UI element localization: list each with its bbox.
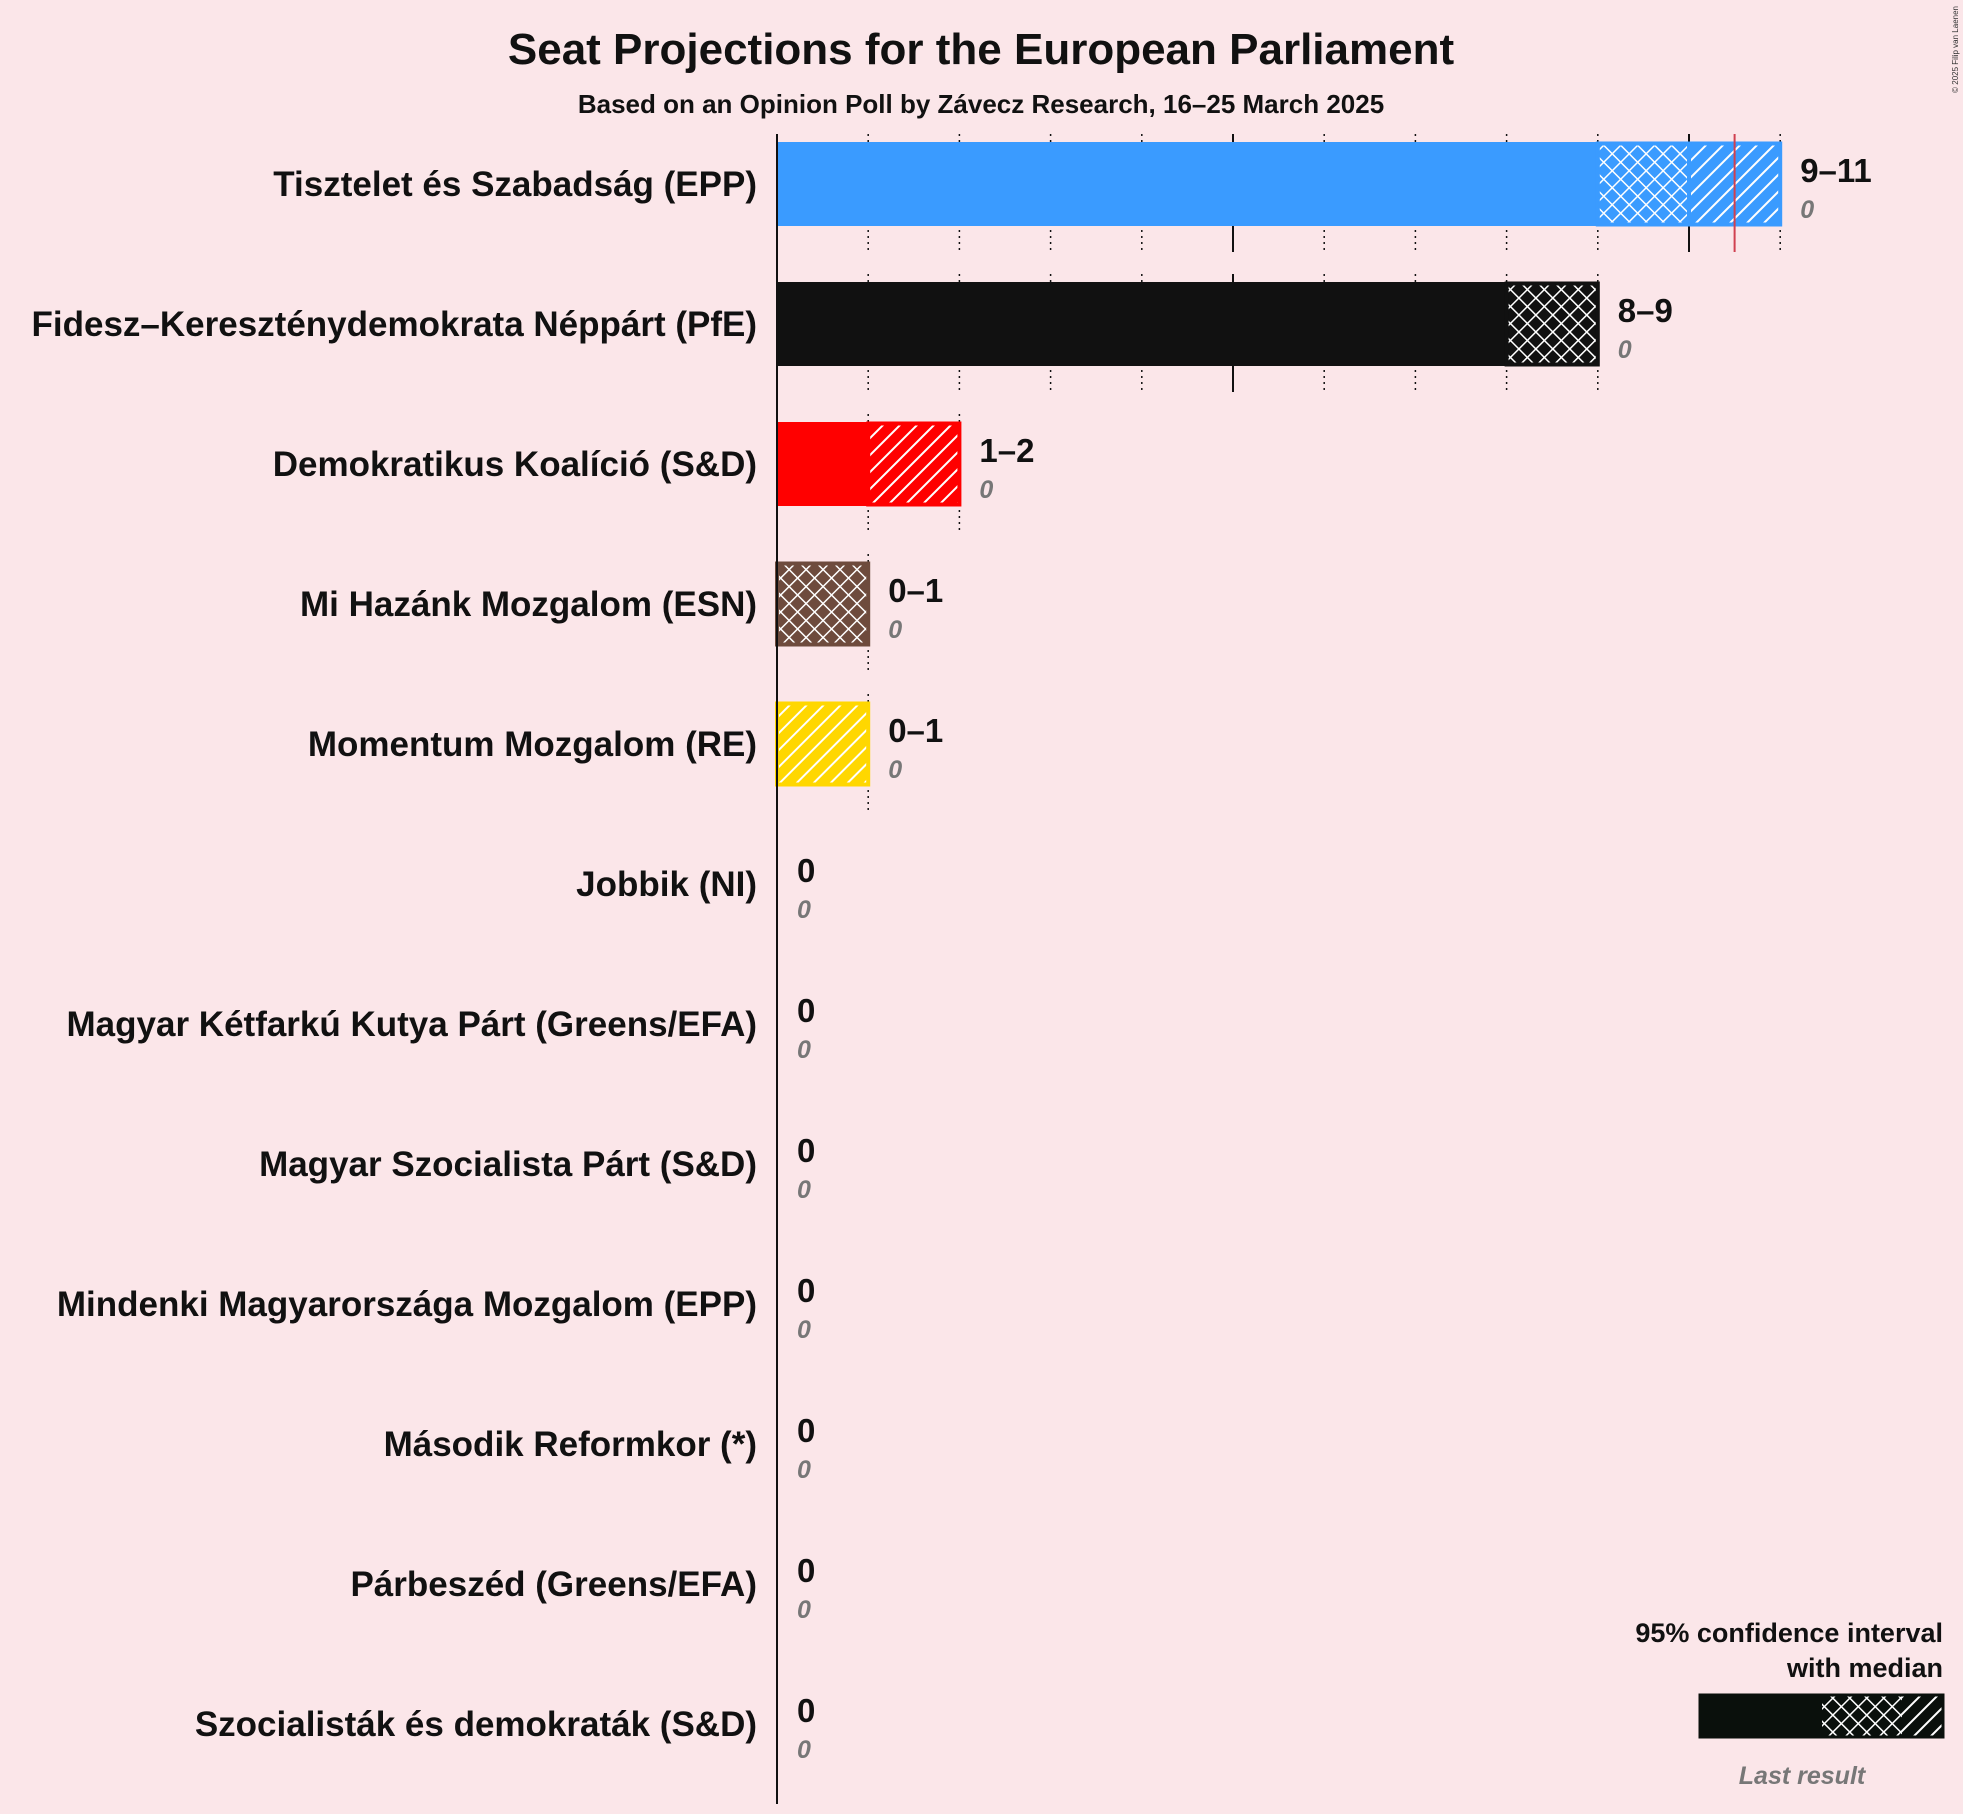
bar-ci-outline [1504,281,1600,367]
seat-range-label: 8–9 [1618,292,1673,329]
party-row: Magyar Szocialista Párt (S&D) 0 0 [259,1132,815,1204]
legend: 95% confidence interval with median Last… [1635,1618,1945,1790]
seat-range-label: 0–1 [888,572,943,609]
copyright: © 2025 Filip van Laenen [1951,6,1960,93]
party-row: Második Reformkor (*) 0 0 [384,1412,816,1484]
grid [867,134,1781,812]
party-row: Momentum Mozgalom (RE) 0–1 0 [308,701,943,787]
party-label: Magyar Kétfarkú Kutya Párt (Greens/EFA) [67,1005,757,1044]
seat-range-label: 0 [797,1272,815,1309]
seat-range-label: 1–2 [979,432,1034,469]
party-row: Fidesz–Kereszténydemokrata Néppárt (PfE)… [32,281,1673,367]
party-label: Fidesz–Kereszténydemokrata Néppárt (PfE) [32,305,758,344]
party-label: Tisztelet és Szabadság (EPP) [273,165,757,204]
party-row: Szocialisták és demokraták (S&D) 0 0 [195,1692,816,1764]
last-result-label: 0 [888,616,902,644]
bar-ci-outline [866,421,962,507]
party-row: Tisztelet és Szabadság (EPP) 9–11 0 [273,141,1872,227]
last-result-label: 0 [797,1176,811,1204]
legend-line-1: 95% confidence interval [1635,1618,1943,1648]
last-result-label: 0 [1800,196,1814,224]
party-row: Demokratikus Koalíció (S&D) 1–2 0 [273,421,1034,507]
last-result-label: 0 [797,1596,811,1624]
last-result-label: 0 [797,1316,811,1344]
party-row: Jobbik (NI) 0 0 [576,852,815,924]
seat-range-label: 0 [797,992,815,1029]
seat-range-label: 0 [797,1552,815,1589]
last-result-label: 0 [797,1036,811,1064]
bar-solid [777,142,1598,226]
bar-solid [777,282,1507,366]
rows: Tisztelet és Szabadság (EPP) 9–110Fidesz–… [32,134,1872,1764]
party-label: Mi Hazánk Mozgalom (ESN) [300,585,757,624]
party-label: Mindenki Magyarországa Mozgalom (EPP) [57,1285,757,1324]
last-result-label: 0 [888,756,902,784]
last-result-label: 0 [797,1456,811,1484]
bar-solid [777,422,869,506]
seat-range-label: 0–1 [888,712,943,749]
party-row: Mi Hazánk Mozgalom (ESN) 0–1 0 [300,561,943,647]
chart-title: Seat Projections for the European Parlia… [508,25,1455,74]
last-result-label: 0 [979,476,993,504]
last-result-label: 0 [797,896,811,924]
party-label: Szocialisták és demokraták (S&D) [195,1705,757,1744]
seat-range-label: 0 [797,1412,815,1449]
seat-range-label: 0 [797,1692,815,1729]
party-label: Második Reformkor (*) [384,1425,757,1464]
party-label: Párbeszéd (Greens/EFA) [350,1565,757,1604]
party-row: Magyar Kétfarkú Kutya Párt (Greens/EFA) 0… [67,992,816,1064]
party-row: Párbeszéd (Greens/EFA) 0 0 [350,1552,815,1624]
party-label: Momentum Mozgalom (RE) [308,725,757,764]
last-result-label: 0 [797,1736,811,1764]
legend-last-result-label: Last result [1739,1762,1867,1790]
party-label: Magyar Szocialista Párt (S&D) [259,1145,757,1184]
last-result-label: 0 [1618,336,1632,364]
party-label: Jobbik (NI) [576,865,757,904]
party-row: Mindenki Magyarországa Mozgalom (EPP) 0 0 [57,1272,815,1344]
party-label: Demokratikus Koalíció (S&D) [273,445,757,484]
seat-range-label: 9–11 [1800,152,1872,189]
legend-line-2: with median [1786,1653,1943,1683]
chart-subtitle: Based on an Opinion Poll by Závecz Resea… [578,89,1384,119]
legend-solid-bar [1700,1695,1822,1737]
seat-range-label: 0 [797,1132,815,1169]
seat-range-label: 0 [797,852,815,889]
